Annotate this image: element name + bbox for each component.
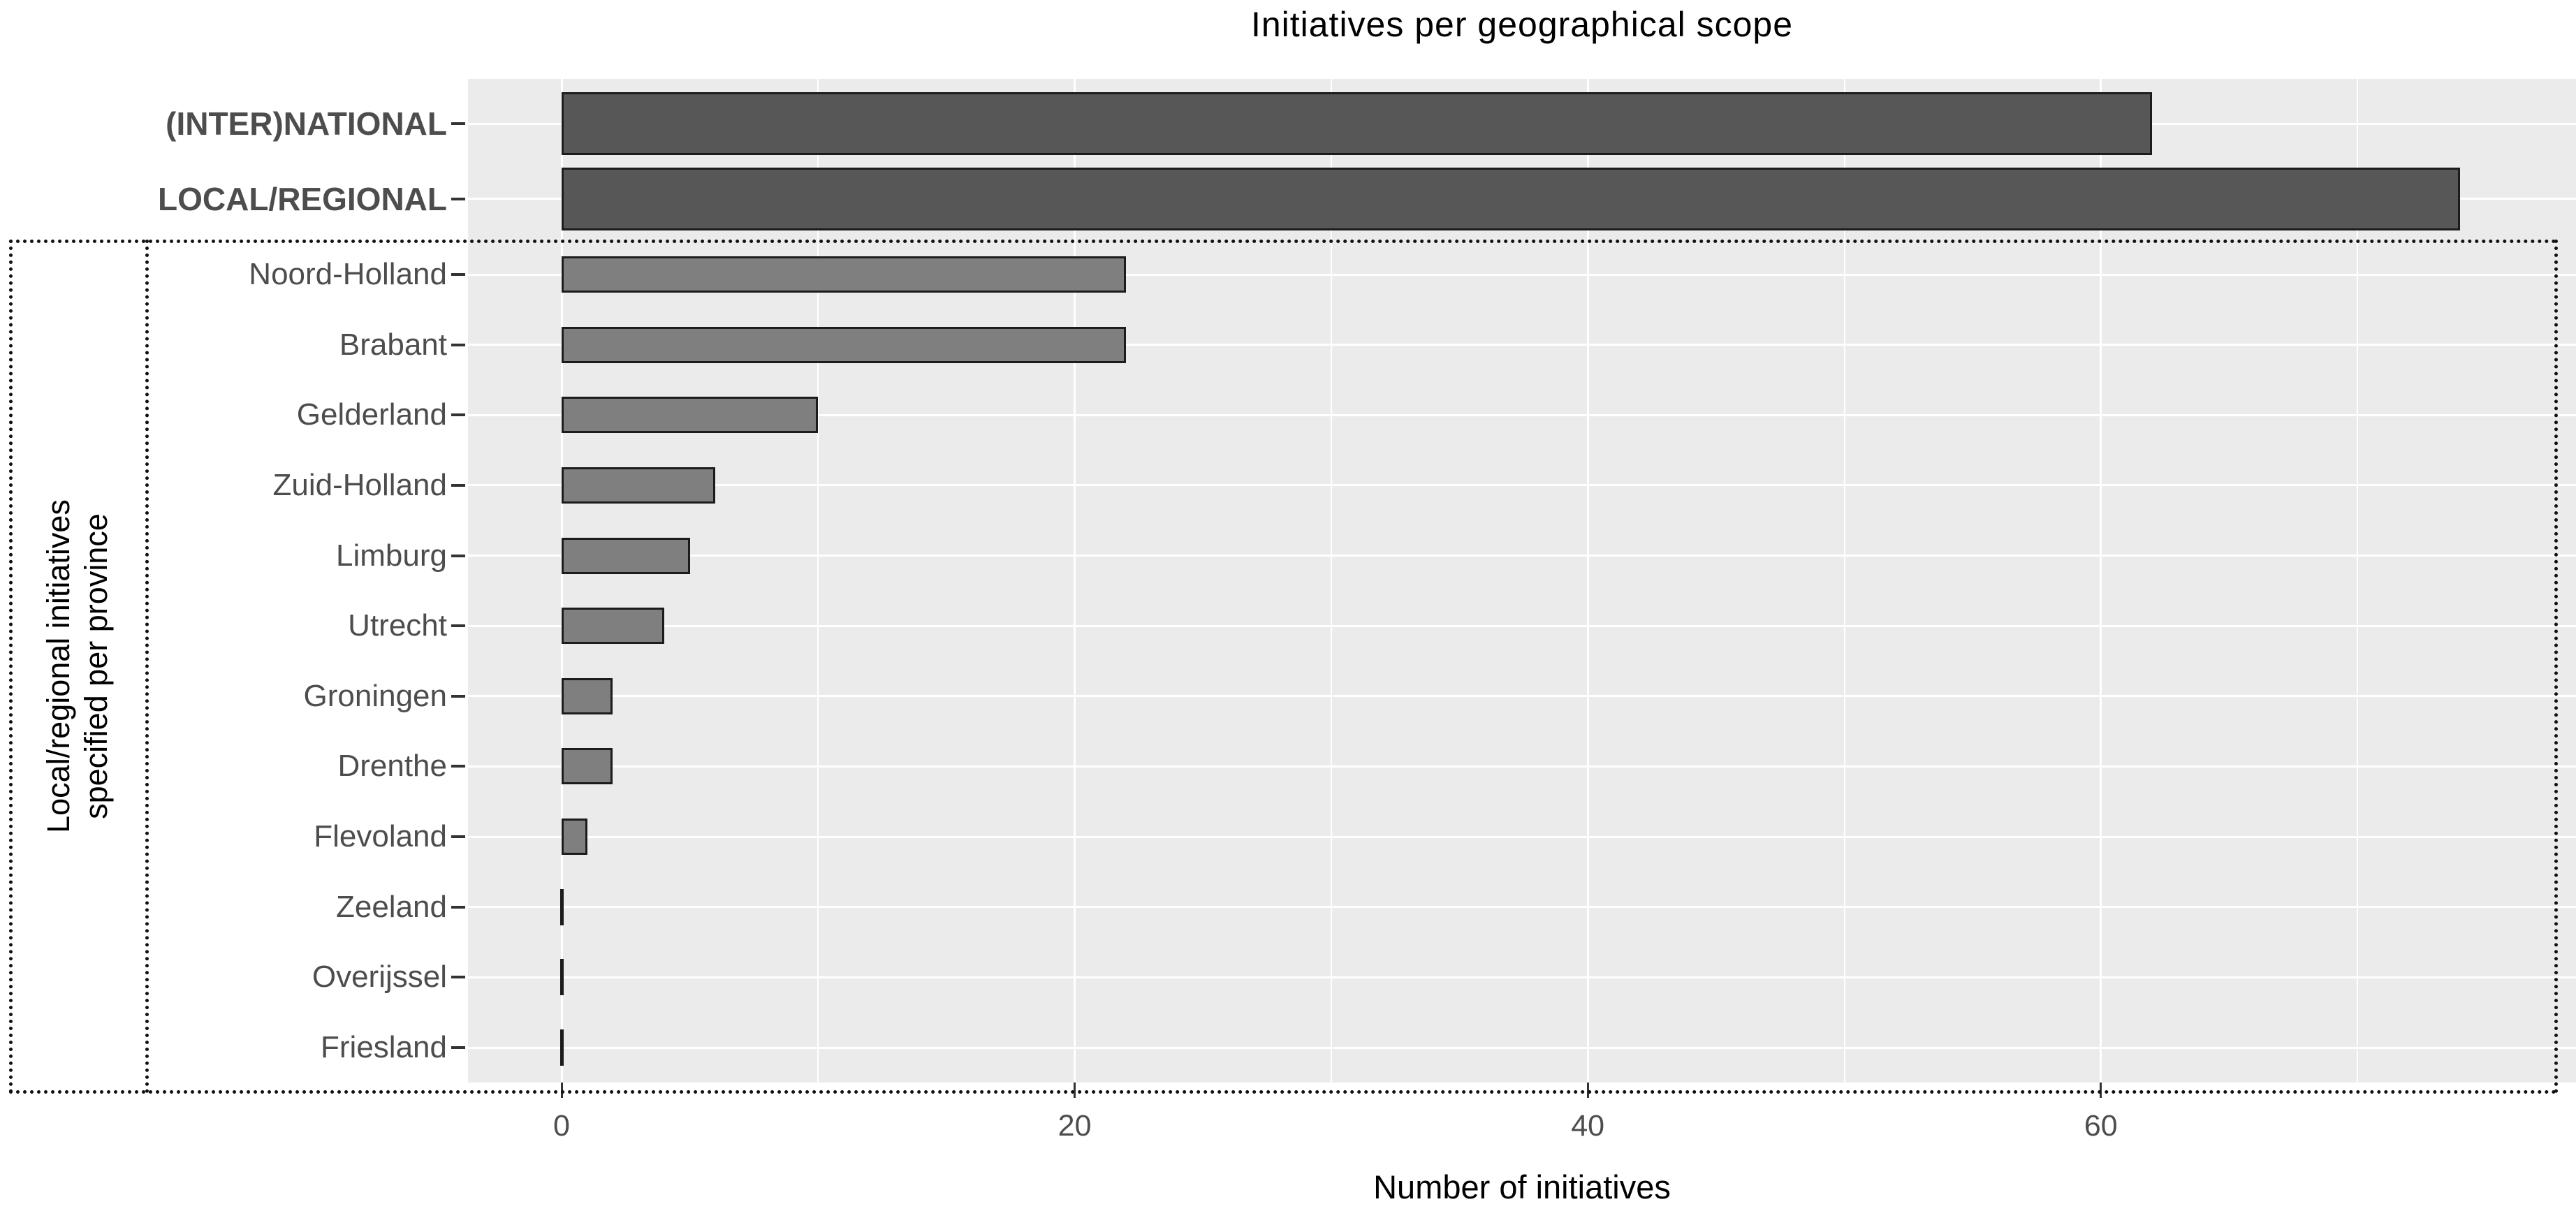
y-axis-label-inter-national: (INTER)NATIONAL (166, 105, 447, 142)
y-axis-label-gelderland: Gelderland (296, 397, 447, 432)
y-axis-tick (451, 197, 465, 200)
gridline-major-horizontal (468, 273, 2576, 276)
gridline-major-horizontal (468, 695, 2576, 698)
y-axis-tick (451, 765, 465, 768)
gridline-major-horizontal (468, 413, 2576, 416)
gridline-major-vertical (1586, 79, 1589, 1083)
gridline-minor-vertical (2357, 79, 2359, 1083)
y-axis-tick (451, 976, 465, 979)
gridline-major-horizontal (468, 976, 2576, 978)
y-axis-label-overijssel: Overijssel (312, 960, 447, 995)
bar-local-regional (562, 167, 2461, 230)
y-axis-tick (451, 343, 465, 346)
gridline-major-vertical (1074, 79, 1076, 1083)
gridline-minor-vertical (1843, 79, 1845, 1083)
chart-title: Initiatives per geographical scope (1250, 5, 1794, 44)
bar-zuid-holland (562, 467, 716, 504)
y-axis-tick (451, 835, 465, 839)
x-axis-tick-label: 40 (1571, 1109, 1605, 1143)
y-axis-title-line2: specified per province (78, 513, 114, 819)
x-axis-title: Number of initiatives (1373, 1168, 1671, 1205)
y-axis-label-groningen: Groningen (303, 678, 447, 713)
bar-inter-national (562, 92, 2153, 155)
y-axis-tick (451, 694, 465, 698)
gridline-major-horizontal (468, 1046, 2576, 1049)
gridline-minor-vertical (817, 79, 819, 1083)
bar-flevoland (562, 819, 587, 856)
y-axis-tick (451, 554, 465, 557)
gridline-major-horizontal (468, 835, 2576, 838)
bar-noord-holland (562, 256, 1127, 293)
gridline-major-horizontal (468, 906, 2576, 909)
bar-utrecht (562, 608, 664, 645)
gridline-major-horizontal (468, 484, 2576, 487)
plot-panel (468, 79, 2576, 1083)
bar-brabant (562, 326, 1127, 363)
bar-groningen (562, 677, 613, 714)
bar-gelderland (562, 397, 819, 434)
gridline-major-horizontal (468, 344, 2576, 346)
bar-drenthe (562, 748, 613, 785)
gridline-major-horizontal (468, 555, 2576, 557)
y-axis-label-zeeland: Zeeland (335, 889, 447, 924)
x-axis-tick-label: 0 (553, 1109, 570, 1143)
y-axis-label-utrecht: Utrecht (348, 608, 447, 643)
bar-friesland (560, 1029, 564, 1066)
y-axis-label-noord-holland: Noord-Holland (249, 257, 447, 291)
y-axis-tick (451, 273, 465, 276)
y-axis-title: Local/regional initiatives specified per… (40, 233, 117, 1099)
y-axis-tick (451, 122, 465, 125)
bar-zeeland (560, 888, 564, 925)
y-axis-label-zuid-holland: Zuid-Holland (272, 467, 447, 502)
y-axis-tick (451, 1046, 465, 1050)
x-axis-tick-label: 60 (2084, 1109, 2118, 1143)
y-axis-label-flevoland: Flevoland (314, 819, 447, 854)
bar-overijssel (560, 959, 564, 996)
y-axis-tick (451, 624, 465, 628)
y-axis-label-limburg: Limburg (336, 538, 447, 573)
gridline-major-vertical (2100, 79, 2102, 1083)
gridline-major-vertical (560, 79, 563, 1083)
dotted-highlight-box (9, 240, 2558, 1094)
gridline-minor-vertical (1330, 79, 1332, 1083)
x-axis-tick-label: 20 (1058, 1109, 1092, 1143)
y-axis-tick (451, 483, 465, 487)
y-axis-tick (451, 905, 465, 909)
y-axis-label-local-regional: LOCAL/REGIONAL (158, 180, 447, 217)
y-axis-label-drenthe: Drenthe (337, 749, 447, 784)
bar-limburg (562, 537, 690, 574)
gridline-major-horizontal (468, 765, 2576, 768)
y-axis-title-line1: Local/regional initiatives (41, 499, 76, 833)
gridline-major-horizontal (468, 624, 2576, 627)
y-axis-tick (451, 413, 465, 417)
y-axis-label-brabant: Brabant (339, 327, 447, 362)
dotted-divider-vertical (145, 240, 149, 1094)
y-axis-label-friesland: Friesland (321, 1030, 447, 1065)
